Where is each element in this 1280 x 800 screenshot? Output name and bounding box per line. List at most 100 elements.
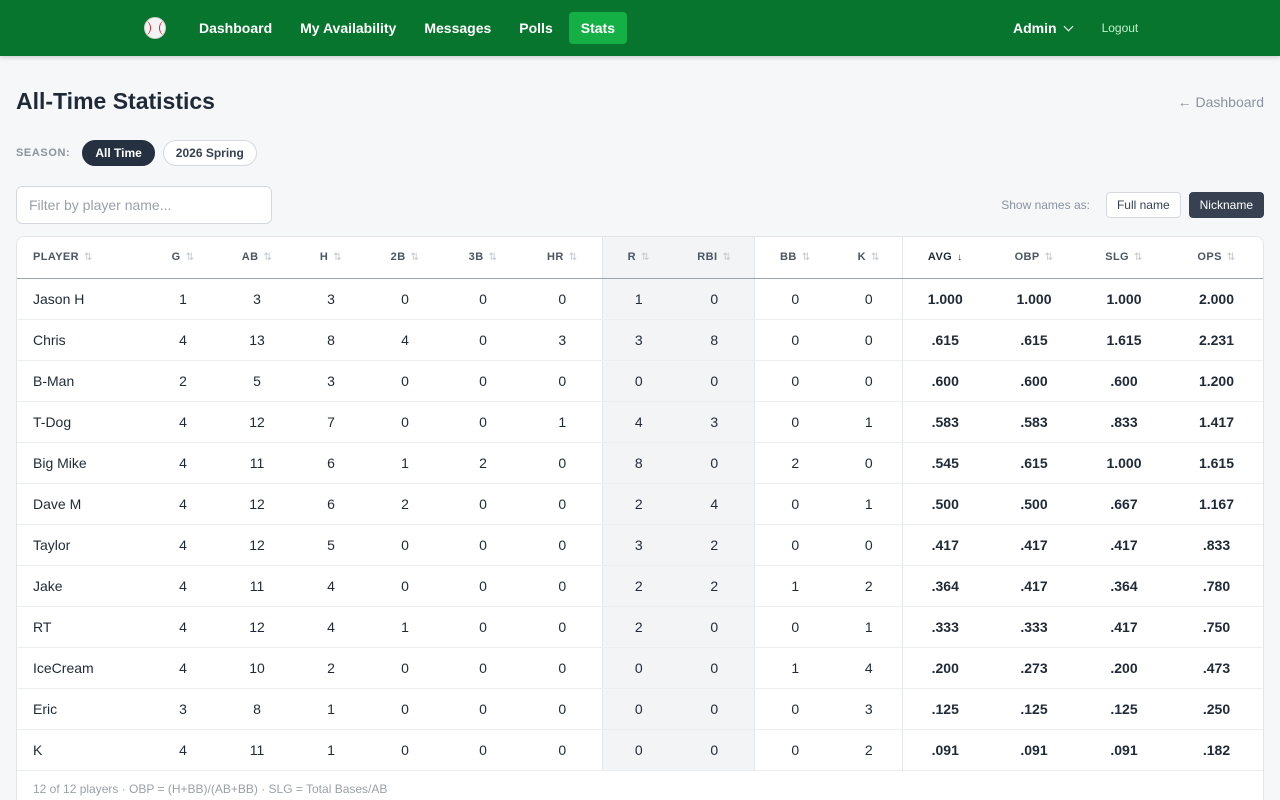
stat-cell-rbi: 0 bbox=[675, 360, 754, 402]
stat-cell-h: 3 bbox=[295, 278, 367, 320]
table-row: T-Dog 4 12 7 0 0 1 4 3 0 1.583.583.833 1.417 bbox=[17, 401, 1263, 443]
chevron-down-icon bbox=[1063, 21, 1074, 31]
stat-cell-2b: 1 bbox=[367, 606, 443, 648]
column-header-label: OBP bbox=[1014, 251, 1040, 264]
stat-cell-obp: .615 bbox=[988, 319, 1080, 361]
stat-cell-r: 0 bbox=[601, 729, 675, 771]
table-row: Chris 4 13 8 4 0 3 3 8 0 0.615.615 1.615 2.231 bbox=[17, 319, 1263, 361]
stat-cell-slg: .091 bbox=[1080, 729, 1168, 771]
column-header-label: HR bbox=[547, 251, 564, 264]
sort-icon: ⇅ bbox=[801, 252, 811, 264]
full-name-toggle[interactable]: Full name bbox=[1105, 192, 1181, 218]
column-header-ab[interactable]: AB ⇅ bbox=[219, 237, 295, 279]
stat-cell-3b: 0 bbox=[443, 278, 523, 320]
stat-cell-obp: .600 bbox=[988, 360, 1080, 402]
stat-cell-3b: 0 bbox=[443, 524, 523, 566]
column-header-k[interactable]: K ⇅ bbox=[836, 237, 902, 279]
stat-cell-g: 3 bbox=[147, 688, 219, 730]
column-header-hr[interactable]: HR ⇅ bbox=[523, 237, 602, 279]
stat-cell-2b: 4 bbox=[367, 319, 443, 361]
admin-menu[interactable]: Admin bbox=[1013, 20, 1074, 36]
player-name-cell: B-Man bbox=[17, 360, 147, 402]
stat-cell-g: 4 bbox=[147, 647, 219, 689]
nav-my-availability[interactable]: My Availability bbox=[300, 20, 397, 36]
column-header-avg[interactable]: AVG ↓ bbox=[901, 237, 988, 279]
stat-cell-slg: .417 bbox=[1080, 524, 1168, 566]
stat-cell-bb: 0 bbox=[753, 360, 836, 402]
stat-cell-bb: 0 bbox=[753, 278, 836, 320]
stat-cell-k: 1 bbox=[836, 483, 902, 525]
stat-cell-rbi: 0 bbox=[675, 278, 754, 320]
logout-link[interactable]: Logout bbox=[1101, 21, 1139, 35]
stat-cell-r: 2 bbox=[601, 483, 675, 525]
stat-cell-r: 4 bbox=[601, 401, 675, 443]
column-header-rbi[interactable]: RBI ⇅ bbox=[675, 237, 754, 279]
baseball-icon[interactable] bbox=[144, 17, 166, 39]
stat-cell-3b: 2 bbox=[443, 442, 523, 484]
stat-cell-3b: 0 bbox=[443, 729, 523, 771]
stat-cell-avg: .500 bbox=[901, 483, 988, 525]
nickname-toggle[interactable]: Nickname bbox=[1188, 192, 1264, 218]
sort-icon: ⇅ bbox=[185, 252, 195, 264]
stat-cell-g: 4 bbox=[147, 442, 219, 484]
stat-cell-g: 4 bbox=[147, 524, 219, 566]
stat-cell-rbi: 0 bbox=[675, 729, 754, 771]
column-header-h[interactable]: H ⇅ bbox=[295, 237, 367, 279]
stat-cell-hr: 0 bbox=[523, 360, 602, 402]
stat-cell-ab: 11 bbox=[219, 565, 295, 607]
stat-cell-h: 6 bbox=[295, 442, 367, 484]
column-header-ops[interactable]: OPS ⇅ bbox=[1168, 237, 1263, 279]
stat-cell-ab: 3 bbox=[219, 278, 295, 320]
stat-cell-bb: 0 bbox=[753, 401, 836, 443]
stat-cell-ops: 1.615 bbox=[1168, 442, 1263, 484]
season-pill-2026-spring[interactable]: 2026 Spring bbox=[162, 140, 257, 166]
stat-cell-slg: 1.615 bbox=[1080, 319, 1168, 361]
column-header-label: BB bbox=[780, 251, 797, 264]
season-pill-all-time[interactable]: All Time bbox=[82, 140, 155, 166]
stat-cell-rbi: 3 bbox=[675, 401, 754, 443]
stat-cell-g: 4 bbox=[147, 565, 219, 607]
stats-table-container: PLAYER ⇅ G ⇅ AB ⇅ H ⇅ 2B ⇅ 3B ⇅ HR ⇅ R ⇅ RBI ⇅ BB ⇅ K ⇅ AVG ↓ OB… bbox=[16, 236, 1264, 800]
nav-messages[interactable]: Messages bbox=[424, 20, 492, 36]
stat-cell-rbi: 4 bbox=[675, 483, 754, 525]
nav-polls[interactable]: Polls bbox=[519, 20, 553, 36]
stat-cell-slg: .125 bbox=[1080, 688, 1168, 730]
stat-cell-ops: .473 bbox=[1168, 647, 1263, 689]
player-name-cell: Eric bbox=[17, 688, 147, 730]
stat-cell-h: 1 bbox=[295, 729, 367, 771]
stat-cell-h: 8 bbox=[295, 319, 367, 361]
stat-cell-hr: 0 bbox=[523, 647, 602, 689]
back-to-dashboard-link[interactable]: ← Dashboard bbox=[1177, 94, 1264, 110]
column-header-obp[interactable]: OBP ⇅ bbox=[988, 237, 1080, 279]
stat-cell-rbi: 2 bbox=[675, 524, 754, 566]
stat-cell-ops: 1.417 bbox=[1168, 401, 1263, 443]
column-header-slg[interactable]: SLG ⇅ bbox=[1080, 237, 1168, 279]
admin-label: Admin bbox=[1013, 20, 1057, 36]
stat-cell-bb: 2 bbox=[753, 442, 836, 484]
player-name-cell: Chris bbox=[17, 319, 147, 361]
column-header-player[interactable]: PLAYER ⇅ bbox=[17, 237, 147, 279]
stat-cell-slg: .364 bbox=[1080, 565, 1168, 607]
stat-cell-avg: .200 bbox=[901, 647, 988, 689]
player-name-cell: T-Dog bbox=[17, 401, 147, 443]
column-header-2b[interactable]: 2B ⇅ bbox=[367, 237, 443, 279]
stat-cell-obp: .333 bbox=[988, 606, 1080, 648]
column-header-3b[interactable]: 3B ⇅ bbox=[443, 237, 523, 279]
stat-cell-ops: 2.231 bbox=[1168, 319, 1263, 361]
nav-dashboard[interactable]: Dashboard bbox=[199, 20, 273, 36]
stat-cell-ab: 12 bbox=[219, 606, 295, 648]
sort-desc-icon: ↓ bbox=[957, 252, 963, 264]
sort-icon: ⇅ bbox=[1134, 252, 1143, 264]
column-header-r[interactable]: R ⇅ bbox=[601, 237, 675, 279]
player-filter-input[interactable] bbox=[16, 186, 272, 224]
nav-stats[interactable]: Stats bbox=[568, 12, 627, 44]
column-header-label: AVG bbox=[927, 251, 953, 264]
stat-cell-avg: .545 bbox=[901, 442, 988, 484]
column-header-bb[interactable]: BB ⇅ bbox=[753, 237, 836, 279]
column-header-label: G bbox=[171, 251, 181, 264]
player-name-cell: Taylor bbox=[17, 524, 147, 566]
stat-cell-ab: 8 bbox=[219, 688, 295, 730]
stat-cell-hr: 0 bbox=[523, 442, 602, 484]
sort-icon: ⇅ bbox=[1226, 252, 1236, 264]
column-header-g[interactable]: G ⇅ bbox=[147, 237, 219, 279]
